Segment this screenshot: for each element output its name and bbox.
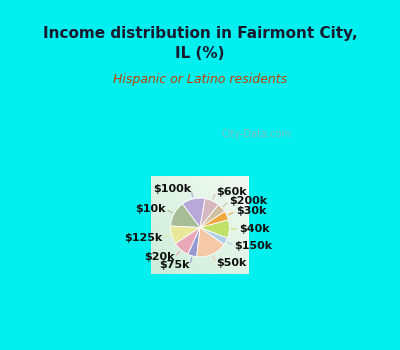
Text: Income distribution in Fairmont City,
IL (%): Income distribution in Fairmont City, IL… [43, 26, 357, 61]
Text: $200k: $200k [229, 196, 267, 206]
Wedge shape [171, 226, 200, 244]
Text: $20k: $20k [144, 252, 174, 262]
Wedge shape [200, 228, 228, 244]
Text: $30k: $30k [236, 206, 266, 216]
Wedge shape [200, 198, 218, 228]
Wedge shape [200, 220, 230, 238]
Text: $40k: $40k [239, 224, 270, 234]
Text: Hispanic or Latino residents: Hispanic or Latino residents [113, 73, 287, 86]
Wedge shape [200, 205, 225, 228]
Text: $150k: $150k [235, 241, 273, 251]
Text: City-Data.com: City-Data.com [222, 130, 291, 139]
Text: $100k: $100k [153, 184, 191, 194]
Wedge shape [197, 228, 224, 257]
Wedge shape [171, 204, 200, 228]
Wedge shape [182, 198, 205, 228]
Text: $60k: $60k [216, 187, 247, 197]
Text: $10k: $10k [135, 204, 165, 214]
Wedge shape [200, 211, 228, 228]
Text: $50k: $50k [216, 258, 246, 268]
Text: $75k: $75k [159, 260, 190, 270]
Wedge shape [175, 228, 200, 254]
Wedge shape [188, 228, 200, 257]
Text: $125k: $125k [124, 233, 162, 243]
